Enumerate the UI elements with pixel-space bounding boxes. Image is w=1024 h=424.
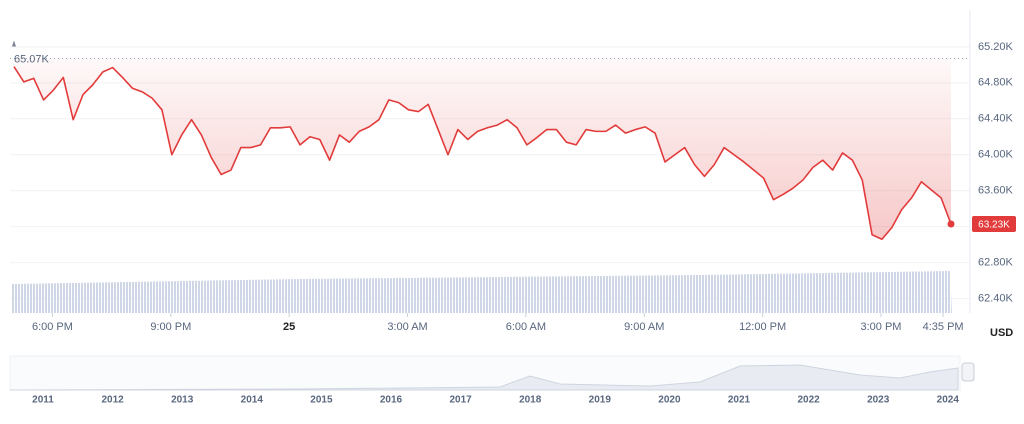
- open-price-marker: [12, 40, 16, 47]
- year-label: 2017: [449, 395, 472, 406]
- year-label: 2019: [589, 395, 612, 406]
- x-tick-label: 9:00 PM: [150, 321, 191, 333]
- open-price-label: 65.07K: [14, 53, 50, 65]
- year-label: 2023: [867, 395, 890, 406]
- x-tick-label: 9:00 AM: [624, 321, 664, 333]
- y-tick-label: 65.20K: [978, 41, 1014, 53]
- x-tick-label: 3:00 PM: [860, 321, 901, 333]
- year-label: 2024: [937, 395, 960, 406]
- year-label: 2016: [380, 395, 403, 406]
- navigator-area: [9, 364, 959, 391]
- year-label: 2022: [797, 395, 820, 406]
- x-tick-label: 6:00 AM: [506, 321, 546, 333]
- y-tick-label: 63.60K: [978, 185, 1014, 197]
- y-tick-label: 62.80K: [978, 257, 1014, 269]
- y-tick-label: 64.80K: [978, 77, 1014, 89]
- year-label: 2013: [171, 395, 194, 406]
- navigator-handle[interactable]: [961, 362, 975, 382]
- y-tick-label: 64.40K: [978, 113, 1014, 125]
- plot-area: [10, 40, 970, 300]
- year-label: 2015: [310, 395, 333, 406]
- x-tick-label: 3:00 AM: [387, 321, 427, 333]
- year-label: 2011: [32, 395, 54, 406]
- year-label: 2018: [519, 395, 542, 406]
- price-area: [14, 58, 951, 240]
- last-price-badge: [972, 215, 1016, 232]
- x-tick-label: 12:00 PM: [739, 321, 786, 333]
- last-price-dot: [947, 220, 955, 228]
- navigator-years: 2011 2012 2013 2014 2015 2016 2017 2018 2019 2020…: [32, 395, 959, 406]
- x-tick-label: 6:00 PM: [32, 321, 73, 333]
- year-label: 2014: [241, 395, 264, 406]
- x-tick-label: 4:35 PM: [923, 321, 964, 333]
- y-tick-label: 64.00K: [978, 149, 1014, 161]
- x-tick-label: 25: [283, 321, 295, 333]
- year-label: 2020: [658, 395, 681, 406]
- y-tick-label: 62.40K: [978, 293, 1014, 305]
- last-price-label: 63.23K: [978, 220, 1010, 231]
- volume-bars: [12, 271, 952, 313]
- currency-label: USD: [990, 327, 1013, 339]
- year-label: 2021: [728, 395, 751, 406]
- price-line: [13, 66, 952, 241]
- year-label: 2012: [101, 395, 124, 406]
